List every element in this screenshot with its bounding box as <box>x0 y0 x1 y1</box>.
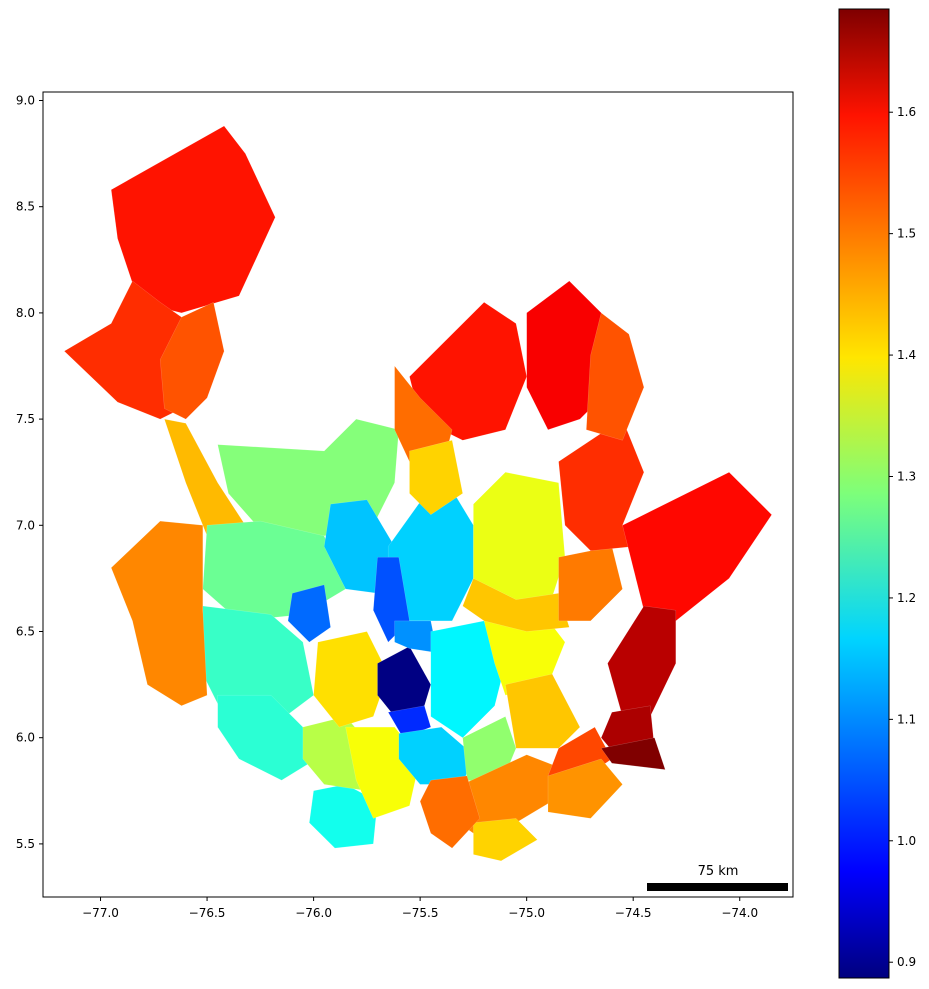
regions-layer <box>63 125 773 862</box>
x-tick-label: −74.0 <box>721 906 758 920</box>
region-sonson-south <box>473 818 538 862</box>
region-choco-border-west <box>110 520 208 707</box>
colorbar-tick-label: 1.1 <box>897 712 916 726</box>
region-sonson-orange <box>419 775 481 849</box>
y-tick-label: 8.0 <box>16 306 35 320</box>
y-tick-label: 6.0 <box>16 731 35 745</box>
region-nordeste-mid-yellow <box>462 578 570 632</box>
region-aburra-north <box>394 620 438 654</box>
x-tick-label: −76.5 <box>189 906 226 920</box>
y-tick-label: 5.5 <box>16 837 35 851</box>
region-occidente-blue <box>287 584 331 643</box>
colorbar-tick-label: 1.5 <box>897 227 916 241</box>
region-uraba-north-coast <box>110 125 276 314</box>
x-tick-label: −75.5 <box>402 906 439 920</box>
region-magdalena-darkest <box>600 737 666 770</box>
y-tick-label: 7.5 <box>16 412 35 426</box>
y-tick-label: 8.5 <box>16 200 35 214</box>
region-bajo-cauca-orange <box>586 312 645 441</box>
region-magdalena-dark-red <box>607 605 677 717</box>
region-suroeste-yellow <box>313 631 389 728</box>
colorbar: 0.9 1.0 1.1 1.2 1.3 1.4 1.5 1.6 <box>838 8 916 979</box>
scale-bar: 75 km <box>647 864 788 891</box>
region-magdalena-east-red <box>622 471 773 622</box>
region-norte-yellow <box>409 439 463 516</box>
region-uraba-south <box>159 301 225 420</box>
x-tick-label: −74.5 <box>615 906 652 920</box>
colorbar-ticks: 0.9 1.0 1.1 1.2 1.3 1.4 1.5 1.6 <box>889 105 916 969</box>
colorbar-tick-label: 1.3 <box>897 470 916 484</box>
scale-bar-label: 75 km <box>698 864 739 879</box>
map-frame <box>42 91 794 898</box>
y-tick-label: 6.5 <box>16 624 35 638</box>
y-tick-label: 9.0 <box>16 93 35 107</box>
region-oriente-east-yellow <box>505 673 581 749</box>
x-axis: −77.0 −76.5 −76.0 −75.5 −75.0 −74.5 −74.0 <box>82 897 758 920</box>
colorbar-tick-label: 0.9 <box>897 955 916 969</box>
scale-bar-line <box>647 883 788 891</box>
y-tick-label: 7.0 <box>16 518 35 532</box>
region-urrao-area <box>217 694 310 781</box>
region-magdalena-peach <box>547 758 623 819</box>
colorbar-tick-label: 1.2 <box>897 591 916 605</box>
y-axis: 5.5 6.0 6.5 7.0 7.5 8.0 8.5 9.0 <box>16 93 43 851</box>
colorbar-tick-label: 1.6 <box>897 105 916 119</box>
x-tick-label: −77.0 <box>82 906 119 920</box>
region-nordeste-orange <box>558 546 623 622</box>
colorbar-tick-label: 1.0 <box>897 834 916 848</box>
map-plot-area <box>42 91 794 898</box>
x-tick-label: −75.0 <box>508 906 545 920</box>
colorbar-tick-label: 1.4 <box>897 348 916 362</box>
x-tick-label: −76.0 <box>295 906 332 920</box>
region-aburra-south <box>387 705 432 739</box>
colorbar-gradient <box>838 8 890 979</box>
